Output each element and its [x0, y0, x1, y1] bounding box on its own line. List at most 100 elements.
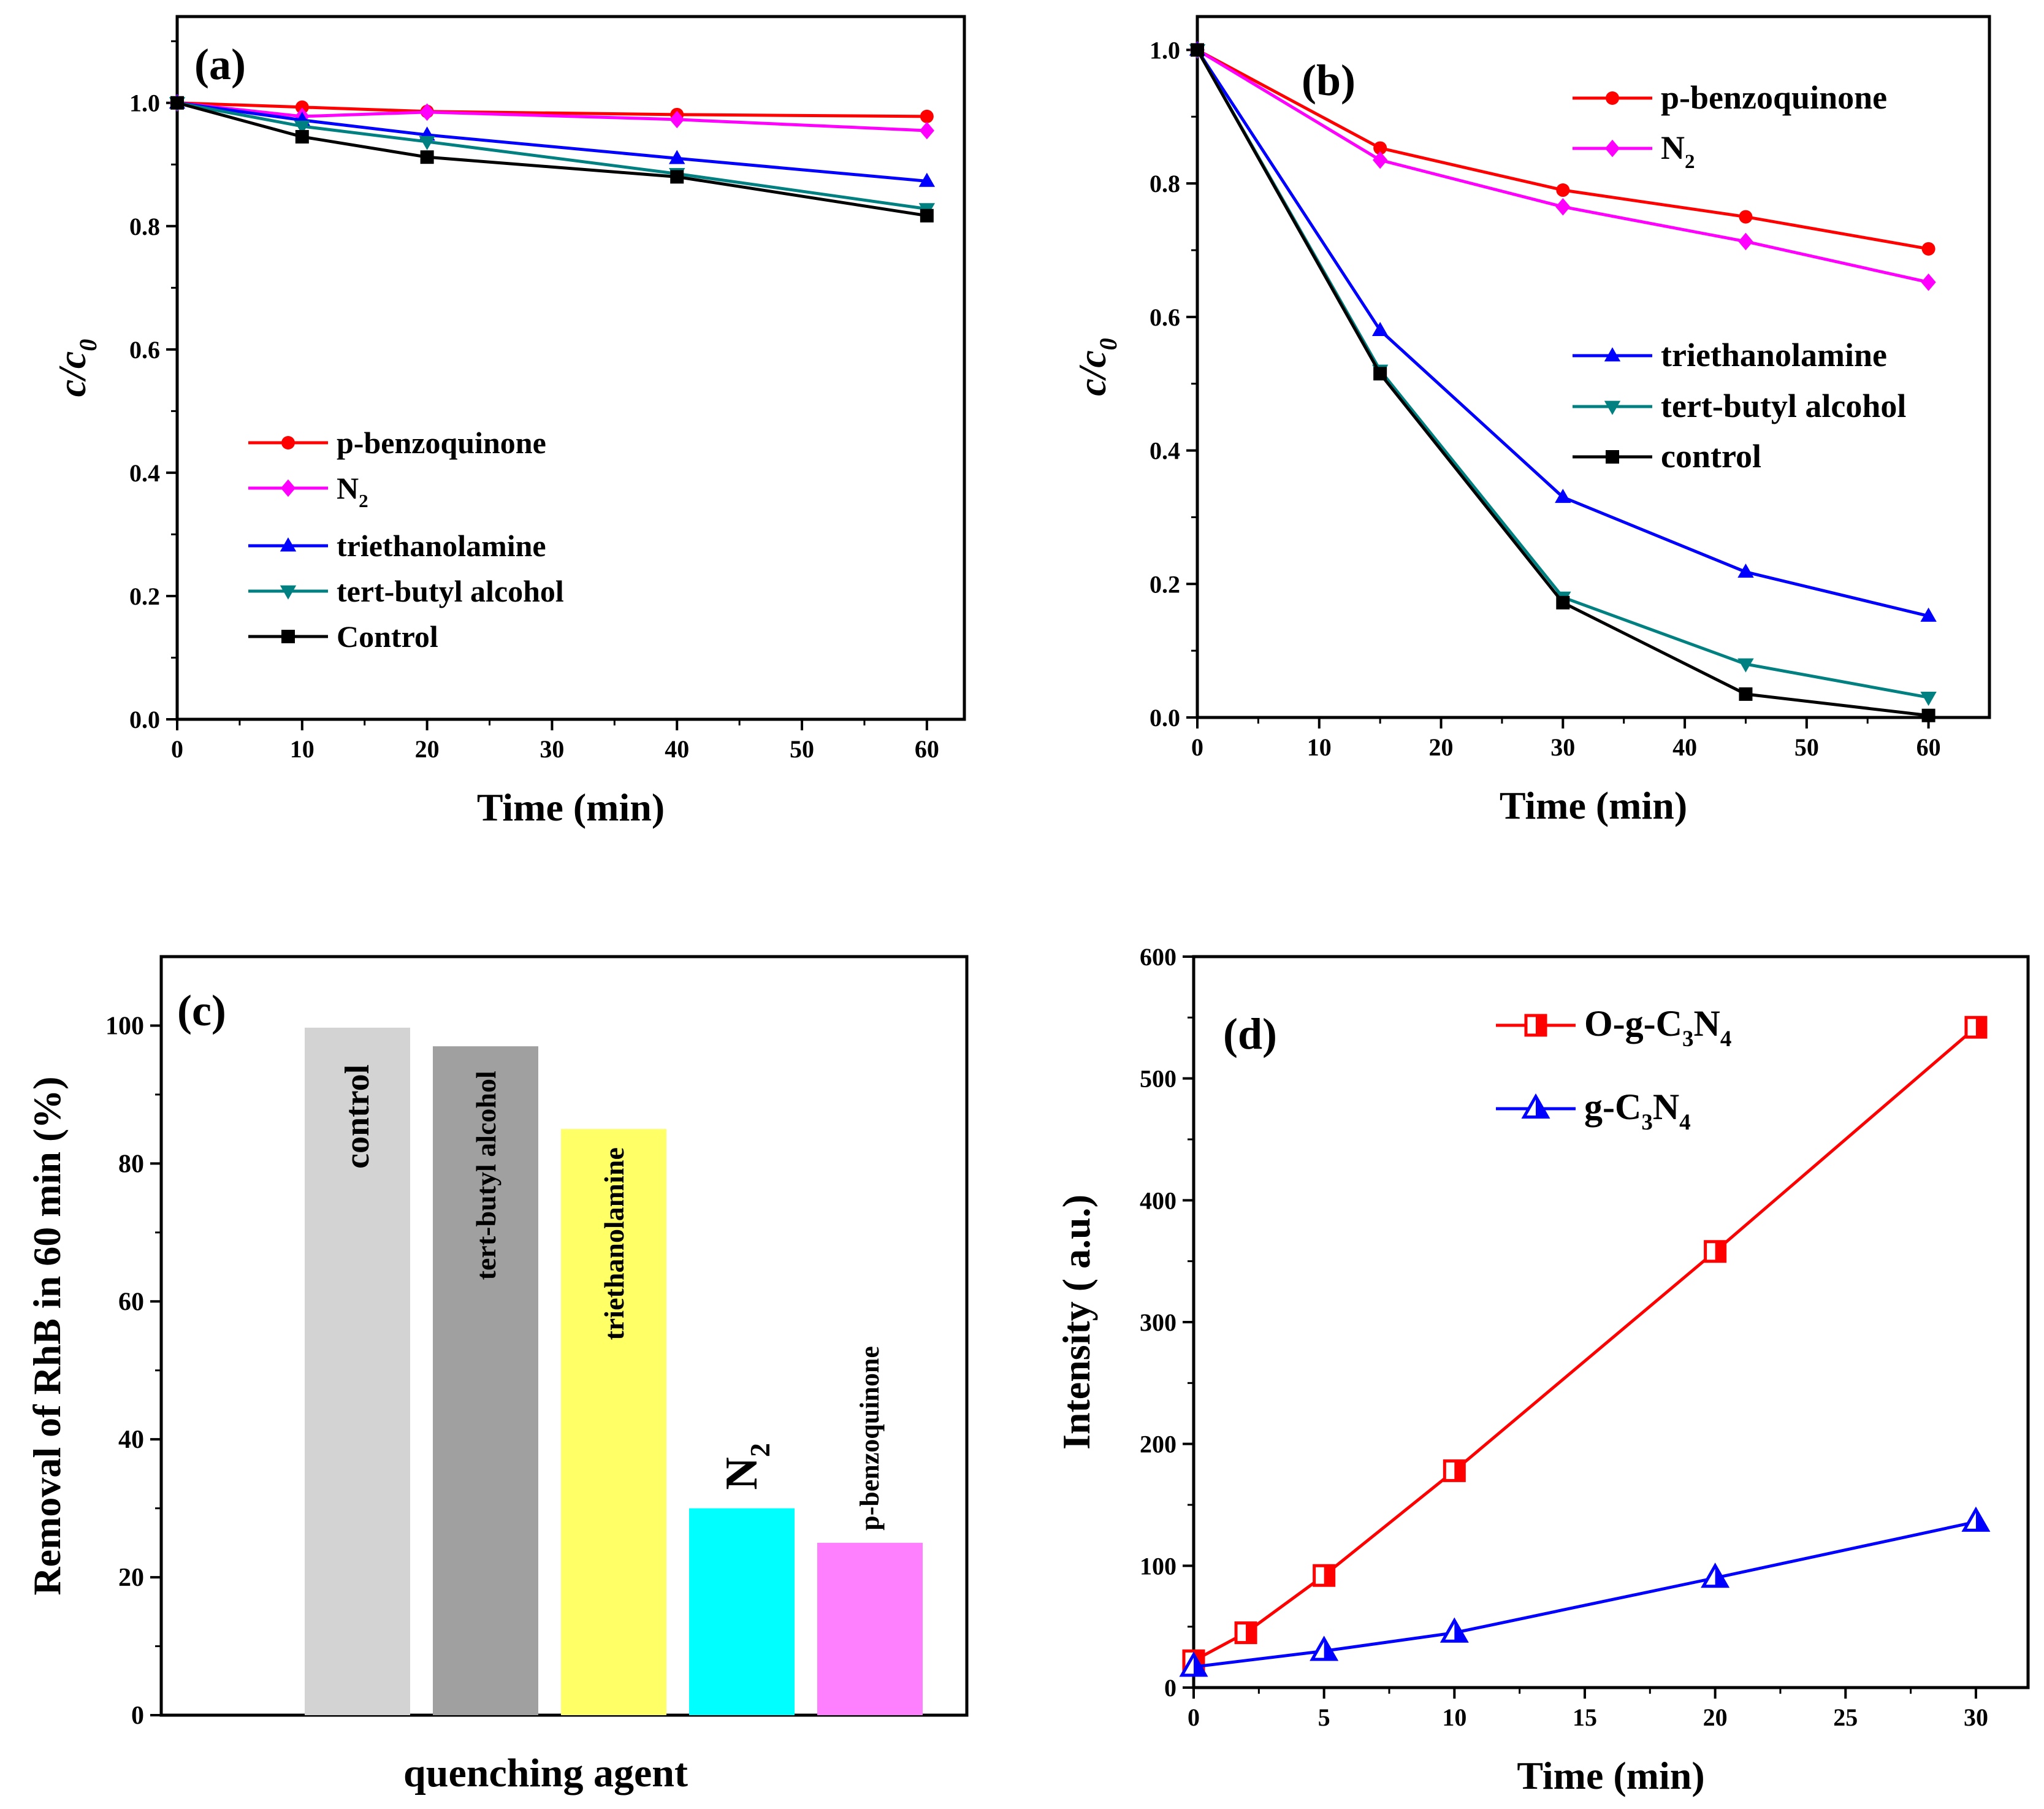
- x-tick-label: 40: [1672, 733, 1697, 761]
- legend-entry: Control: [248, 619, 438, 654]
- bar-control: [305, 1027, 410, 1715]
- bar-label: control: [338, 1065, 376, 1169]
- marker-half-fill: [1454, 1620, 1466, 1642]
- marker-half-fill: [1246, 1623, 1256, 1643]
- data-point: [1704, 1240, 1727, 1263]
- data-point: [1921, 242, 1935, 256]
- data-point: [1555, 489, 1571, 503]
- marker-half-fill: [1975, 1509, 1988, 1531]
- bar-tert-butyl-alcohol: [433, 1046, 538, 1715]
- data-point: [1373, 141, 1387, 155]
- marker-half-fill: [1324, 1639, 1336, 1659]
- data-point: [1701, 1562, 1730, 1588]
- x-tick-label: 5: [1318, 1704, 1330, 1731]
- y-tick-label: 200: [1140, 1431, 1176, 1458]
- series-o-g-c: [1182, 1015, 1988, 1672]
- data-point: [669, 110, 685, 129]
- data-point: [1964, 1015, 1988, 1039]
- legend-entry: p-benzoquinone: [248, 426, 546, 460]
- panel-label: (d): [1223, 1009, 1277, 1058]
- data-point: [670, 170, 684, 184]
- y-tick-label: 1.0: [1150, 36, 1180, 64]
- data-point: [920, 109, 934, 123]
- legend-label: N2: [337, 471, 368, 511]
- data-point: [420, 150, 434, 164]
- data-point: [295, 100, 309, 114]
- y-tick-label: 0.4: [129, 459, 160, 487]
- y-tick-label: 40: [118, 1426, 144, 1454]
- data-point: [1961, 1506, 1991, 1532]
- x-tick-label: 15: [1573, 1704, 1597, 1731]
- marker-half-fill: [1324, 1566, 1334, 1586]
- bar-triethanolamine: [561, 1129, 666, 1715]
- y-tick-label: 0.6: [1150, 304, 1180, 331]
- legend-entry: triethanolamine: [1573, 337, 1887, 373]
- legend-label: control: [1661, 438, 1761, 475]
- x-tick-label: 0: [1191, 733, 1203, 761]
- y-tick-label: 0.2: [129, 583, 160, 610]
- legend-entry: g-C3N4: [1496, 1087, 1691, 1135]
- data-point: [1234, 1621, 1257, 1645]
- bar-label: triethanolamine: [598, 1147, 630, 1340]
- legend-entry: tert-butyl alcohol: [248, 574, 564, 608]
- marker-half-fill: [1715, 1241, 1725, 1261]
- x-tick-label: 30: [540, 735, 564, 763]
- legend-label: g-C3N4: [1584, 1087, 1691, 1135]
- legend-entry: N2: [1573, 129, 1695, 173]
- legend-marker: [1524, 1014, 1547, 1037]
- plot-frame: [175, 15, 966, 721]
- marker-half-fill: [1194, 1654, 1206, 1675]
- x-tick-label: 0: [1188, 1704, 1200, 1731]
- bar-n2: [689, 1508, 795, 1715]
- legend-marker: [280, 479, 296, 497]
- marker-half-fill: [1536, 1015, 1546, 1035]
- y-tick-label: 400: [1140, 1187, 1176, 1214]
- data-point: [1313, 1564, 1336, 1587]
- legend-marker: [280, 537, 297, 552]
- y-axis-label: Removal of RhB in 60 min (%): [25, 1076, 69, 1595]
- data-point: [1373, 151, 1388, 169]
- legend-entry: tert-butyl alcohol: [1573, 388, 1906, 424]
- data-point: [920, 208, 934, 223]
- data-point: [1440, 1617, 1469, 1643]
- data-point: [1443, 1459, 1466, 1482]
- marker-half-fill: [1715, 1566, 1727, 1586]
- marker-half-fill: [1536, 1096, 1548, 1117]
- y-tick-label: 60: [118, 1288, 144, 1316]
- x-tick-label: 50: [790, 735, 814, 763]
- series-triethanolamine: [1189, 41, 1937, 622]
- x-axis-label: Time (min): [1517, 1754, 1704, 1797]
- data-point: [294, 120, 311, 135]
- data-point: [1371, 321, 1389, 336]
- y-axis-label: c/c0: [1070, 338, 1122, 396]
- y-axis-label: Intensity ( a.u.): [1054, 1195, 1098, 1450]
- series-triethanolamine: [169, 94, 936, 187]
- series-line: [1196, 49, 1929, 717]
- panel-b-line-chart: 0 10 20 30 40 50 60 0.0 0.2 0.4 0.6 0.8 1.0 (b) Time (…: [1070, 15, 1991, 827]
- legend-entry: N2: [248, 471, 368, 511]
- legend-marker: [281, 630, 295, 643]
- legend-label: Control: [337, 619, 438, 654]
- data-point: [1556, 183, 1570, 197]
- legend-label: p-benzoquinone: [1661, 79, 1887, 116]
- x-axis-label: quenching agent: [403, 1751, 688, 1796]
- data-point: [1555, 197, 1571, 216]
- legend-entry: p-benzoquinone: [1573, 79, 1887, 116]
- data-point: [1738, 232, 1753, 251]
- y-tick-label: 0: [131, 1702, 144, 1730]
- data-point: [1737, 658, 1754, 673]
- x-tick-label: 60: [915, 735, 939, 763]
- plot-frame: [1196, 15, 1991, 719]
- series-control: [1191, 43, 1935, 722]
- data-point: [1921, 708, 1935, 722]
- data-point: [1556, 595, 1570, 610]
- series-n: [1189, 41, 1936, 291]
- data-point: [1739, 210, 1753, 224]
- y-tick-label: 0.8: [129, 213, 160, 240]
- x-tick-label: 30: [1550, 733, 1575, 761]
- legend-label: triethanolamine: [1661, 337, 1887, 373]
- legend-label: triethanolamine: [337, 529, 546, 563]
- data-point: [1310, 1635, 1339, 1661]
